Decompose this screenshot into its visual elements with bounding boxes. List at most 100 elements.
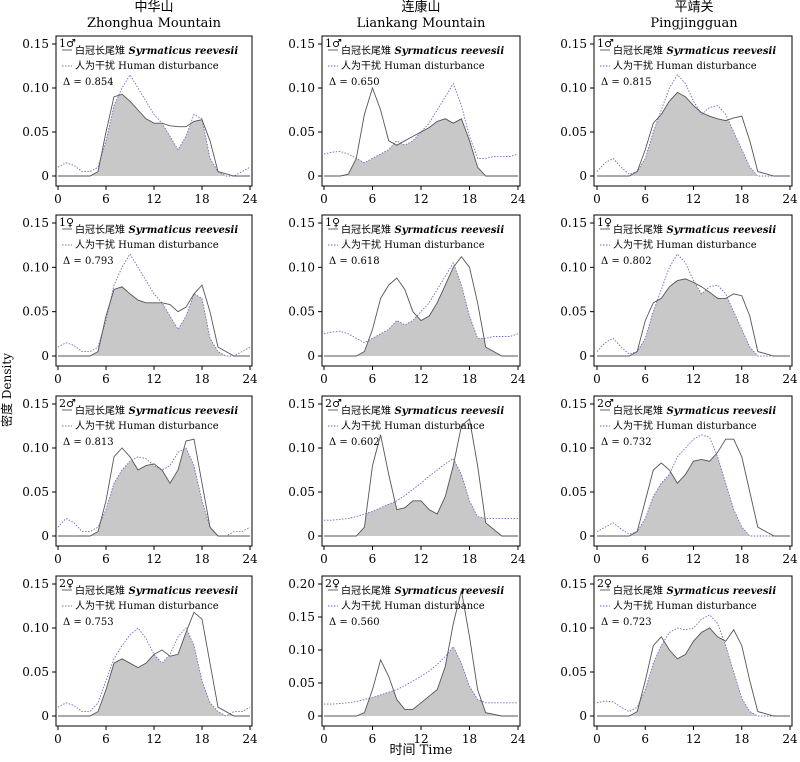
legend-human-zh: 人为干扰 bbox=[613, 59, 653, 72]
y-tick-label: 0.05 bbox=[22, 665, 49, 679]
density-panel: 0 0.05 0.10 0.15 0 6 12 18 24 1♂白冠长尾雉 Syrmaticus … bbox=[22, 35, 258, 206]
human-disturbance-curve bbox=[596, 253, 790, 357]
species-curve bbox=[58, 93, 250, 177]
y-tick-label: 0.15 bbox=[22, 577, 49, 591]
x-tick-label: 24 bbox=[242, 552, 258, 566]
panel-label: 2♂ bbox=[59, 397, 76, 410]
x-tick-label: 24 bbox=[782, 192, 798, 206]
density-panel: 0 0.05 0.10 0.15 0 6 12 18 24 2♂白冠长尾雉 Syrmaticus … bbox=[22, 395, 258, 566]
x-tick-label: 0 bbox=[593, 732, 601, 746]
density-panel: 0 0.05 0.10 0.15 0 6 12 18 24 1♂白冠长尾雉 Syrmaticus … bbox=[560, 35, 798, 206]
legend-species-zh: 白冠长尾雉 bbox=[75, 584, 125, 597]
column-title-en-2: Liankang Mountain bbox=[357, 16, 486, 31]
legend-human-en: Human disturbance bbox=[381, 421, 485, 432]
y-tick-label: 0.05 bbox=[288, 485, 315, 499]
x-tick-label: 18 bbox=[194, 372, 209, 386]
y-tick-label: 0.10 bbox=[22, 621, 49, 635]
legend-human-label: 人为干扰 Human disturbance bbox=[341, 238, 485, 251]
x-tick-label: 0 bbox=[320, 192, 328, 206]
legend-species-label: 白冠长尾雉 Syrmaticus reevesii bbox=[613, 223, 776, 236]
human-disturbance-curve bbox=[324, 457, 518, 521]
x-tick-label: 0 bbox=[593, 192, 601, 206]
x-tick-label: 24 bbox=[510, 552, 526, 566]
x-tick-label: 12 bbox=[146, 192, 161, 206]
y-tick-label: 0.05 bbox=[560, 665, 587, 679]
y-tick-label: 0 bbox=[307, 529, 315, 543]
overlap-coefficient: Δ = 0.650 bbox=[329, 77, 380, 88]
column-title-zh-3: 平靖关 bbox=[674, 0, 713, 15]
human-disturbance-curve bbox=[323, 261, 519, 344]
legend-species-en: Syrmaticus reevesii bbox=[663, 586, 776, 597]
legend-species-zh: 白冠长尾雉 bbox=[613, 404, 663, 417]
x-tick-label: 6 bbox=[369, 732, 377, 746]
x-tick-label: 6 bbox=[102, 732, 110, 746]
density-panel: 0 0.05 0.10 0.15 0 6 12 18 24 2♀白冠长尾雉 Syrmaticus … bbox=[22, 575, 258, 746]
human-disturbance-curve bbox=[596, 434, 790, 537]
overlap-coefficient: Δ = 0.753 bbox=[63, 617, 114, 628]
legend-species-label: 白冠长尾雉 Syrmaticus reevesii bbox=[75, 404, 238, 417]
overlap-coefficient: Δ = 0.813 bbox=[63, 437, 114, 448]
overlap-area bbox=[597, 92, 790, 176]
y-tick-label: 0.10 bbox=[288, 643, 315, 657]
species-curve bbox=[597, 438, 790, 537]
panel-label: 2♀ bbox=[59, 577, 74, 590]
x-tick-label: 24 bbox=[242, 372, 258, 386]
overlap-coefficient: Δ = 0.793 bbox=[63, 256, 114, 267]
x-tick-label: 18 bbox=[734, 552, 749, 566]
x-tick-label: 0 bbox=[54, 192, 62, 206]
density-panel: 0 0.05 0.10 0.15 0 6 12 18 24 2♂白冠长尾雉 Syrmaticus … bbox=[560, 395, 798, 566]
x-tick-label: 12 bbox=[146, 732, 161, 746]
species-curve bbox=[58, 438, 250, 537]
legend-human-label: 人为干扰 Human disturbance bbox=[75, 419, 219, 432]
x-tick-label: 24 bbox=[242, 732, 258, 746]
y-tick-label: 0.05 bbox=[288, 305, 315, 319]
y-tick-label: 0.15 bbox=[560, 216, 587, 230]
y-tick-label: 0.15 bbox=[22, 397, 49, 411]
legend-human-label: 人为干扰 Human disturbance bbox=[341, 599, 485, 612]
overlap-coefficient: Δ = 0.618 bbox=[329, 256, 380, 267]
legend-human-en: Human disturbance bbox=[381, 240, 485, 251]
y-tick-label: 0 bbox=[41, 349, 49, 363]
legend-species-zh: 白冠长尾雉 bbox=[341, 223, 391, 236]
legend-human-en: Human disturbance bbox=[115, 601, 219, 612]
overlap-area bbox=[597, 628, 790, 716]
density-panel: 0 0.05 0.10 0.15 0.20 0 6 12 18 24 2♀白冠长尾雉 Syrmati… bbox=[288, 575, 526, 746]
legend-species-zh: 白冠长尾雉 bbox=[75, 44, 125, 57]
legend-human-en: Human disturbance bbox=[653, 61, 757, 72]
x-tick-label: 0 bbox=[54, 732, 62, 746]
species-curve bbox=[324, 86, 518, 177]
overlap-area bbox=[58, 630, 250, 716]
legend-species-zh: 白冠长尾雉 bbox=[341, 44, 391, 57]
y-tick-label: 0.15 bbox=[288, 37, 315, 51]
overlap-area bbox=[324, 266, 518, 356]
legend-human-label: 人为干扰 Human disturbance bbox=[75, 238, 219, 251]
x-tick-label: 24 bbox=[510, 732, 526, 746]
x-tick-label: 12 bbox=[686, 372, 701, 386]
overlap-coefficient: Δ = 0.802 bbox=[601, 256, 652, 267]
y-tick-label: 0.05 bbox=[22, 125, 49, 139]
human-disturbance-curve bbox=[57, 627, 251, 717]
legend-human-en: Human disturbance bbox=[653, 421, 757, 432]
panel-label: 2♂ bbox=[597, 397, 614, 410]
y-tick-label: 0 bbox=[307, 169, 315, 183]
legend-species-label: 白冠长尾雉 Syrmaticus reevesii bbox=[75, 223, 238, 236]
overlap-area bbox=[58, 286, 250, 356]
species-curve bbox=[324, 418, 518, 537]
overlap-area bbox=[58, 94, 250, 176]
density-panel: 0 0.05 0.10 0.15 0 6 12 18 24 2♀白冠长尾雉 Syrmaticus … bbox=[560, 575, 798, 746]
y-tick-label: 0.10 bbox=[22, 260, 49, 274]
x-tick-label: 12 bbox=[413, 372, 428, 386]
x-tick-label: 6 bbox=[641, 552, 649, 566]
legend-species-zh: 白冠长尾雉 bbox=[75, 223, 125, 236]
overlap-area bbox=[324, 646, 518, 716]
y-tick-label: 0.10 bbox=[560, 441, 587, 455]
legend-human-zh: 人为干扰 bbox=[341, 599, 381, 612]
x-tick-label: 6 bbox=[102, 372, 110, 386]
x-tick-label: 24 bbox=[510, 372, 526, 386]
legend-species-label: 白冠长尾雉 Syrmaticus reevesii bbox=[341, 584, 504, 597]
legend-species-label: 白冠长尾雉 Syrmaticus reevesii bbox=[341, 404, 504, 417]
column-title-en-3: Pingjingguan bbox=[650, 16, 738, 31]
y-tick-label: 0.15 bbox=[288, 610, 315, 624]
x-tick-label: 6 bbox=[369, 192, 377, 206]
